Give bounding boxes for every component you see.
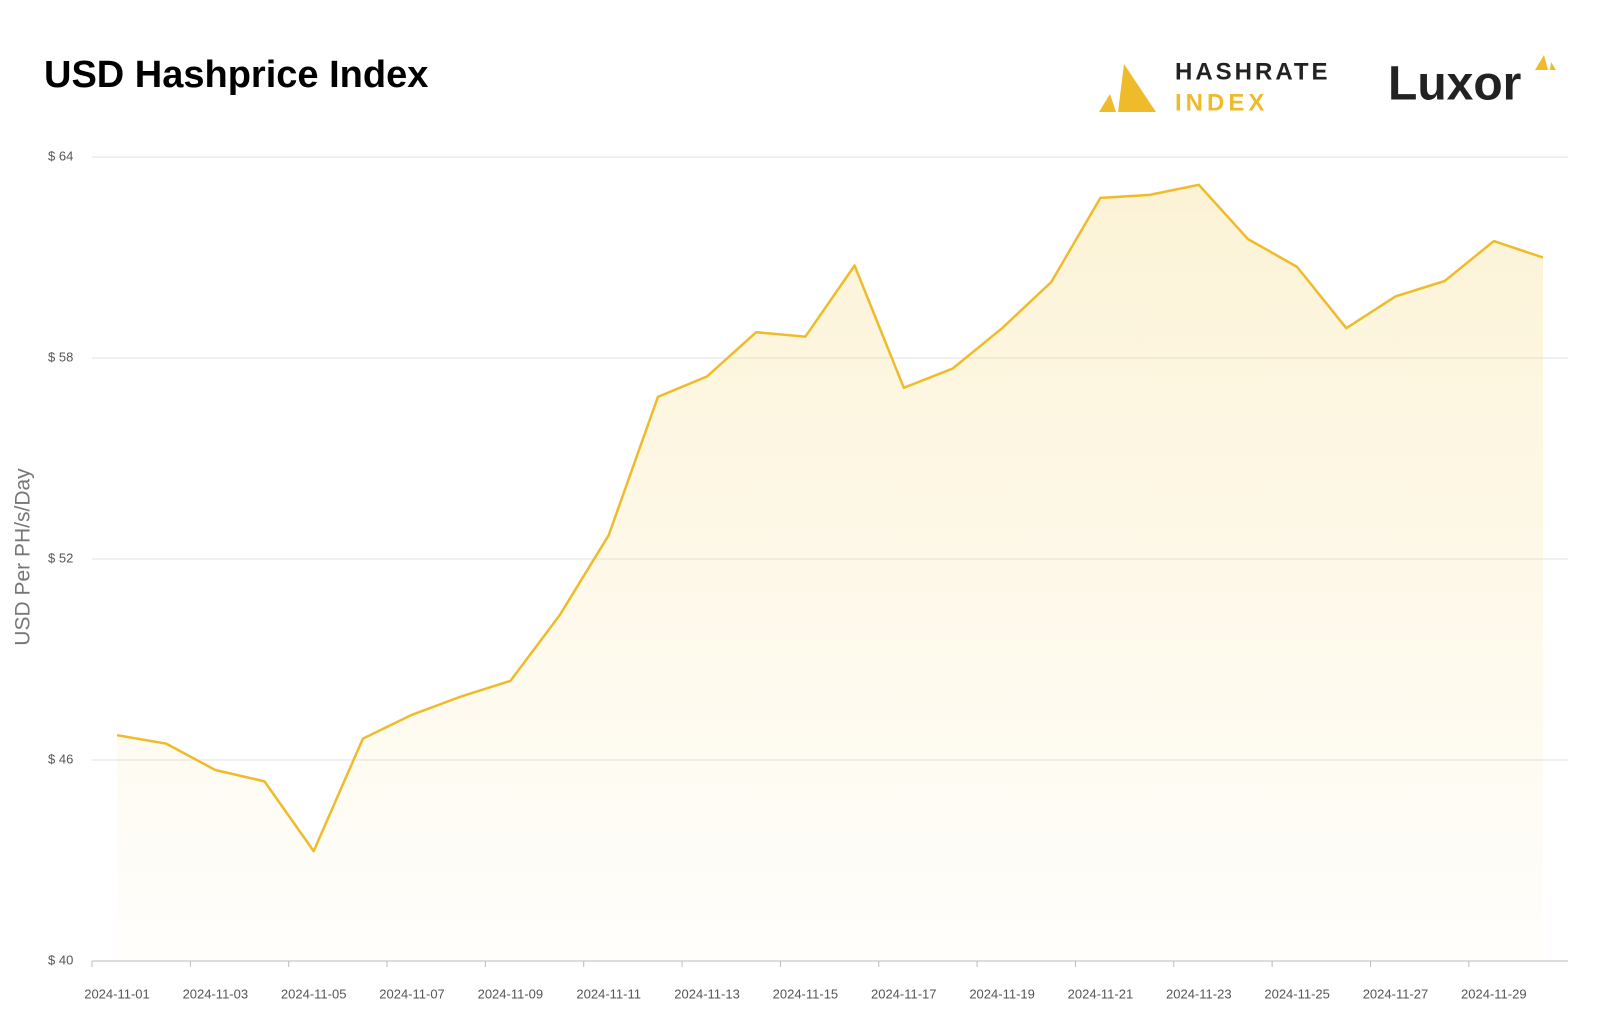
x-tick-label: 2024-11-25 — [1264, 986, 1330, 1001]
y-tick-label: $ 58 — [48, 349, 73, 364]
x-tick-label: 2024-11-03 — [183, 986, 249, 1001]
x-tick-label: 2024-11-19 — [969, 986, 1035, 1001]
logo-text: INDEX — [1175, 89, 1268, 116]
x-tick-label: 2024-11-13 — [674, 986, 740, 1001]
y-tick-label: $ 64 — [48, 148, 73, 163]
x-tick-label: 2024-11-23 — [1166, 986, 1232, 1001]
logo-shape — [1099, 94, 1116, 112]
x-tick-label: 2024-11-17 — [871, 986, 937, 1001]
y-tick-label: $ 46 — [48, 751, 73, 766]
x-tick-label: 2024-11-09 — [478, 986, 544, 1001]
x-tick-label: 2024-11-29 — [1461, 986, 1527, 1001]
y-tick-label: $ 52 — [48, 550, 73, 565]
line — [116, 183, 1544, 853]
x-tick-label: 2024-11-27 — [1363, 986, 1429, 1001]
logo-shape — [1535, 55, 1556, 70]
logo-shape — [1118, 64, 1156, 112]
x-tick-label: 2024-11-11 — [576, 986, 641, 1001]
chart-title: USD Hashprice Index — [44, 54, 428, 96]
y-tick-label: $ 40 — [48, 952, 73, 967]
x-tick-label: 2024-11-21 — [1068, 986, 1134, 1001]
x-tick-label: 2024-11-15 — [773, 986, 839, 1001]
luxor-logo: Luxor — [1388, 55, 1556, 111]
x-tick-label: 2024-11-01 — [84, 986, 150, 1001]
x-tick-label: 2024-11-05 — [281, 986, 347, 1001]
x-tick-label: 2024-11-07 — [379, 986, 445, 1001]
y-axis-label: USD Per PH/s/Day — [12, 468, 35, 646]
area-fill — [117, 184, 1543, 962]
logo-text: Luxor — [1388, 58, 1521, 111]
logo-text: HASHRATE — [1175, 58, 1331, 85]
hashrate-logo: HASHRATE INDEX — [1099, 58, 1331, 116]
